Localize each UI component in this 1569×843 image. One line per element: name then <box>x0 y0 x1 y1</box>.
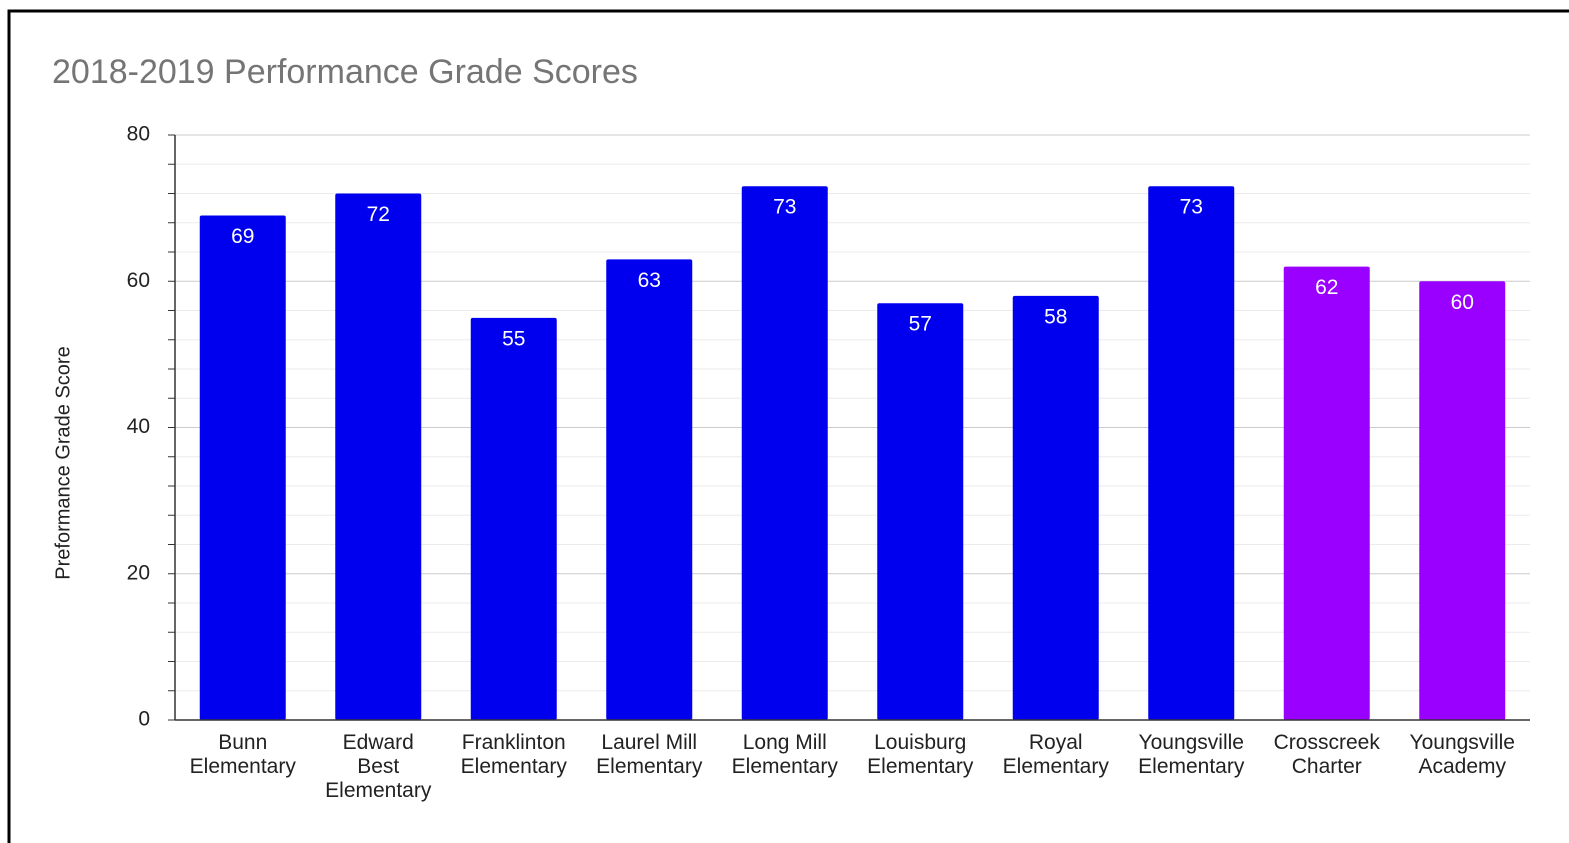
bar <box>877 303 964 720</box>
x-tick-label: Youngsville Elementary <box>1138 731 1245 778</box>
bar <box>1148 186 1235 720</box>
bar <box>335 193 422 720</box>
data-label: 55 <box>502 327 525 350</box>
data-label: 63 <box>638 269 661 292</box>
y-tick-label: 80 <box>127 123 150 146</box>
data-label: 62 <box>1315 276 1338 299</box>
data-label: 57 <box>909 313 932 336</box>
x-tick-label: Youngsville Academy <box>1409 731 1515 778</box>
data-label: 73 <box>1180 196 1203 219</box>
x-tick-label: Louisburg Elementary <box>867 731 974 778</box>
bar <box>199 215 286 720</box>
data-label: 58 <box>1044 305 1067 328</box>
x-tick-label: Laurel Mill Elementary <box>596 731 703 778</box>
x-tick-label: Edward Best Elementary <box>325 731 432 802</box>
bar <box>470 317 557 720</box>
x-tick-label: Franklinton Elementary <box>460 731 567 778</box>
y-tick-label: 60 <box>127 269 150 292</box>
bar <box>1283 266 1370 720</box>
y-axis-label: Preformance Grade Score <box>52 346 74 579</box>
x-tick-label: Bunn Elementary <box>189 731 296 778</box>
y-tick-label: 40 <box>127 415 150 438</box>
x-tick-label: Crosscreek Charter <box>1273 731 1380 778</box>
data-label: 60 <box>1451 291 1474 314</box>
bar <box>741 186 828 720</box>
data-label: 73 <box>773 196 796 219</box>
data-label: 72 <box>367 203 390 226</box>
frame <box>7 9 1569 843</box>
y-tick-label: 20 <box>127 561 150 584</box>
bar <box>1012 295 1099 720</box>
chart-title: 2018-2019 Performance Grade Scores <box>52 53 638 91</box>
x-tick-label: Royal Elementary <box>1002 731 1109 778</box>
data-label: 69 <box>231 225 254 248</box>
y-tick-label: 0 <box>138 708 150 731</box>
bar <box>1419 281 1506 720</box>
x-tick-label: Long Mill Elementary <box>731 731 838 778</box>
bar <box>606 259 693 720</box>
